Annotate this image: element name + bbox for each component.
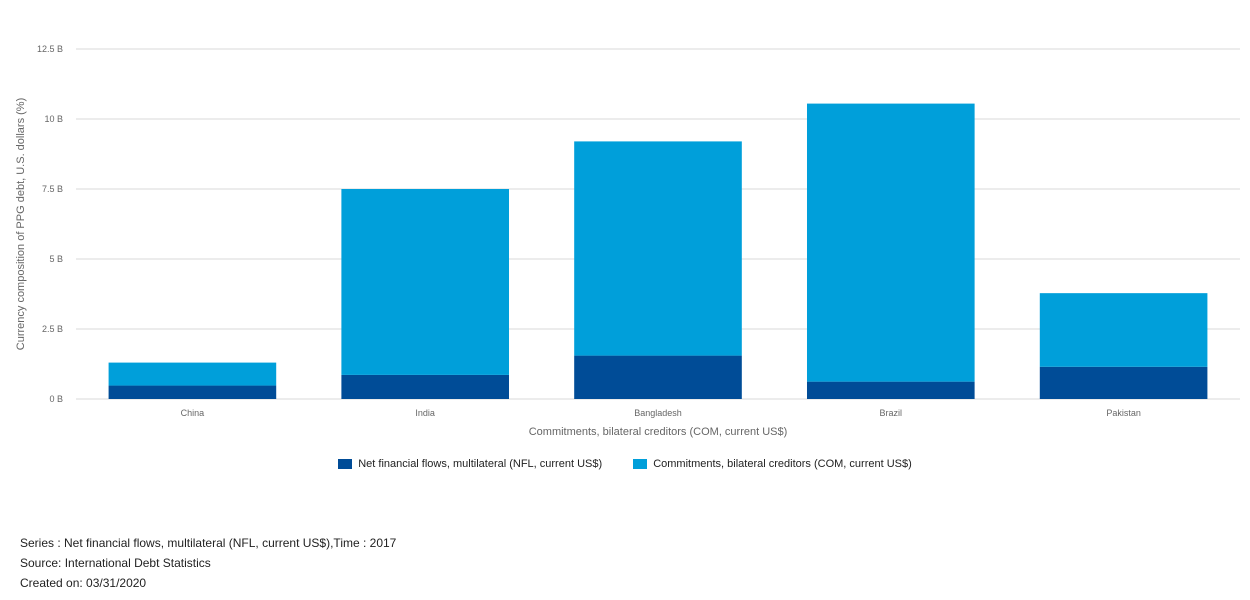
legend: Net financial flows, multilateral (NFL, … bbox=[0, 458, 1250, 472]
y-axis-title: Currency composition of PPG debt, U.S. d… bbox=[15, 98, 27, 350]
x-tick-label: India bbox=[415, 408, 435, 418]
bar-bangladesh-series-1[interactable] bbox=[574, 141, 742, 356]
legend-item-com[interactable]: Commitments, bilateral creditors (COM, c… bbox=[633, 458, 912, 470]
y-axis-ticks: 0 B 2.5 B 5 B 7.5 B 10 B 12.5 B bbox=[37, 44, 63, 404]
bar-pakistan-series-0[interactable] bbox=[1039, 366, 1208, 399]
x-axis-title: Commitments, bilateral creditors (COM, c… bbox=[529, 426, 788, 438]
chart-footer: Series : Net financial flows, multilater… bbox=[20, 533, 396, 593]
x-tick-label: Bangladesh bbox=[634, 408, 682, 418]
y-tick-label: 2.5 B bbox=[42, 324, 63, 334]
x-tick-label: Brazil bbox=[880, 408, 903, 418]
y-tick-label: 5 B bbox=[49, 254, 63, 264]
footer-created: Created on: 03/31/2020 bbox=[20, 576, 147, 590]
legend-label-nfl: Net financial flows, multilateral (NFL, … bbox=[358, 458, 603, 470]
bar-bangladesh-series-0[interactable] bbox=[574, 355, 742, 399]
bar-china-series-1[interactable] bbox=[108, 362, 277, 386]
x-axis-ticks: China India Bangladesh Brazil Pakistan bbox=[181, 408, 1141, 418]
bar-india-series-0[interactable] bbox=[341, 374, 510, 399]
y-tick-label: 10 B bbox=[44, 114, 63, 124]
bar-brazil-series-0[interactable] bbox=[806, 381, 975, 399]
legend-swatch-nfl bbox=[338, 459, 353, 469]
legend-item-nfl[interactable]: Net financial flows, multilateral (NFL, … bbox=[338, 458, 602, 470]
legend-label-com: Commitments, bilateral creditors (COM, c… bbox=[653, 458, 912, 470]
footer-series: Series : Net financial flows, multilater… bbox=[20, 536, 397, 550]
legend-swatch-com bbox=[633, 459, 648, 469]
x-tick-label: China bbox=[181, 408, 205, 418]
y-tick-label: 12.5 B bbox=[37, 44, 63, 54]
bar-pakistan-series-1[interactable] bbox=[1039, 293, 1208, 367]
bar-chart: 0 B 2.5 B 5 B 7.5 B 10 B 12.5 B China India Ban… bbox=[15, 44, 1240, 438]
bars bbox=[108, 103, 1208, 399]
bar-brazil-series-1[interactable] bbox=[806, 103, 975, 382]
bar-china-series-0[interactable] bbox=[108, 385, 277, 399]
footer-source: Source: International Debt Statistics bbox=[20, 556, 211, 570]
y-tick-label: 0 B bbox=[49, 394, 63, 404]
bar-india-series-1[interactable] bbox=[341, 189, 510, 375]
x-tick-label: Pakistan bbox=[1106, 408, 1141, 418]
y-tick-label: 7.5 B bbox=[42, 184, 63, 194]
